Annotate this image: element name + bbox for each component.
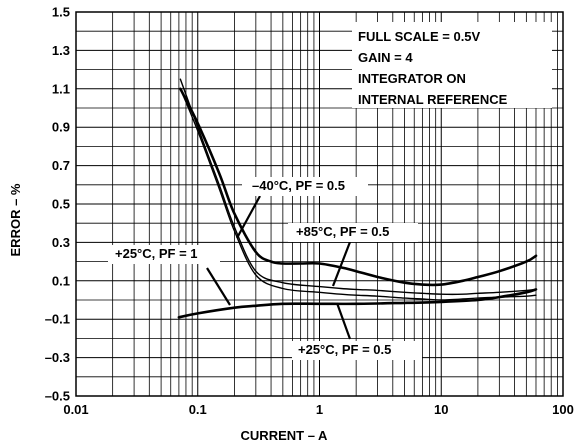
label-background <box>242 177 368 196</box>
series-minus40c-pf05 <box>179 87 538 287</box>
tick-labels: 0.01 0.1 1 10 100 1.5 1.3 1.1 0.9 0.7 0.5 0.3 0.1 –0.… <box>45 5 574 418</box>
y-tick-label: 0.3 <box>52 235 70 250</box>
y-tick-label: –0.5 <box>45 389 70 404</box>
x-tick-label: 10 <box>434 402 448 417</box>
annotation-layer: –40°C, PF = 0.5 +85°C, PF = 0.5 +25°C, PF … <box>108 177 422 360</box>
condition-reference: INTERNAL REFERENCE <box>358 92 508 107</box>
y-tick-label: 0.5 <box>52 197 70 212</box>
x-tick-label: 0.1 <box>189 402 207 417</box>
pointer-line <box>335 302 352 340</box>
pointer-line <box>206 267 231 306</box>
label-background <box>288 223 418 242</box>
label-background <box>292 341 422 360</box>
series-plus25c-pf1 <box>177 288 538 319</box>
conditions-background <box>352 22 552 108</box>
label-background <box>108 245 220 264</box>
series-layer <box>177 78 538 319</box>
pointer-line <box>236 195 261 239</box>
y-tick-label: 0.1 <box>52 273 70 288</box>
y-tick-label: 1.5 <box>52 5 70 20</box>
grid <box>76 12 563 396</box>
label-plus25c-pf05: +25°C, PF = 0.5 <box>298 342 391 357</box>
label-plus25c-pf1: +25°C, PF = 1 <box>115 246 198 261</box>
series-plus25c-pf05 <box>179 88 537 301</box>
y-tick-label: –0.3 <box>45 350 70 365</box>
y-tick-label: –0.1 <box>45 312 70 327</box>
plot-border <box>75 11 564 397</box>
x-tick-label: 1 <box>316 402 323 417</box>
condition-full-scale: FULL SCALE = 0.5V <box>358 29 481 44</box>
condition-gain: GAIN = 4 <box>358 50 413 65</box>
y-tick-label: 1.3 <box>52 43 70 58</box>
x-axis-title: CURRENT – A <box>241 428 329 443</box>
pointer-line <box>331 241 352 287</box>
label-plus85c-pf05: +85°C, PF = 0.5 <box>296 224 389 239</box>
conditions-box: FULL SCALE = 0.5V GAIN = 4 INTEGRATOR ON… <box>352 22 552 108</box>
y-tick-label: 1.1 <box>52 81 70 96</box>
y-axis-title: ERROR – % <box>8 183 23 256</box>
series-plus85c-pf05 <box>179 78 537 296</box>
condition-integrator: INTEGRATOR ON <box>358 71 466 86</box>
y-tick-label: 0.7 <box>52 158 70 173</box>
label-minus40c-pf05: –40°C, PF = 0.5 <box>252 178 345 193</box>
x-tick-label: 100 <box>552 402 574 417</box>
y-tick-label: 0.9 <box>52 120 70 135</box>
x-tick-label: 0.01 <box>63 402 88 417</box>
